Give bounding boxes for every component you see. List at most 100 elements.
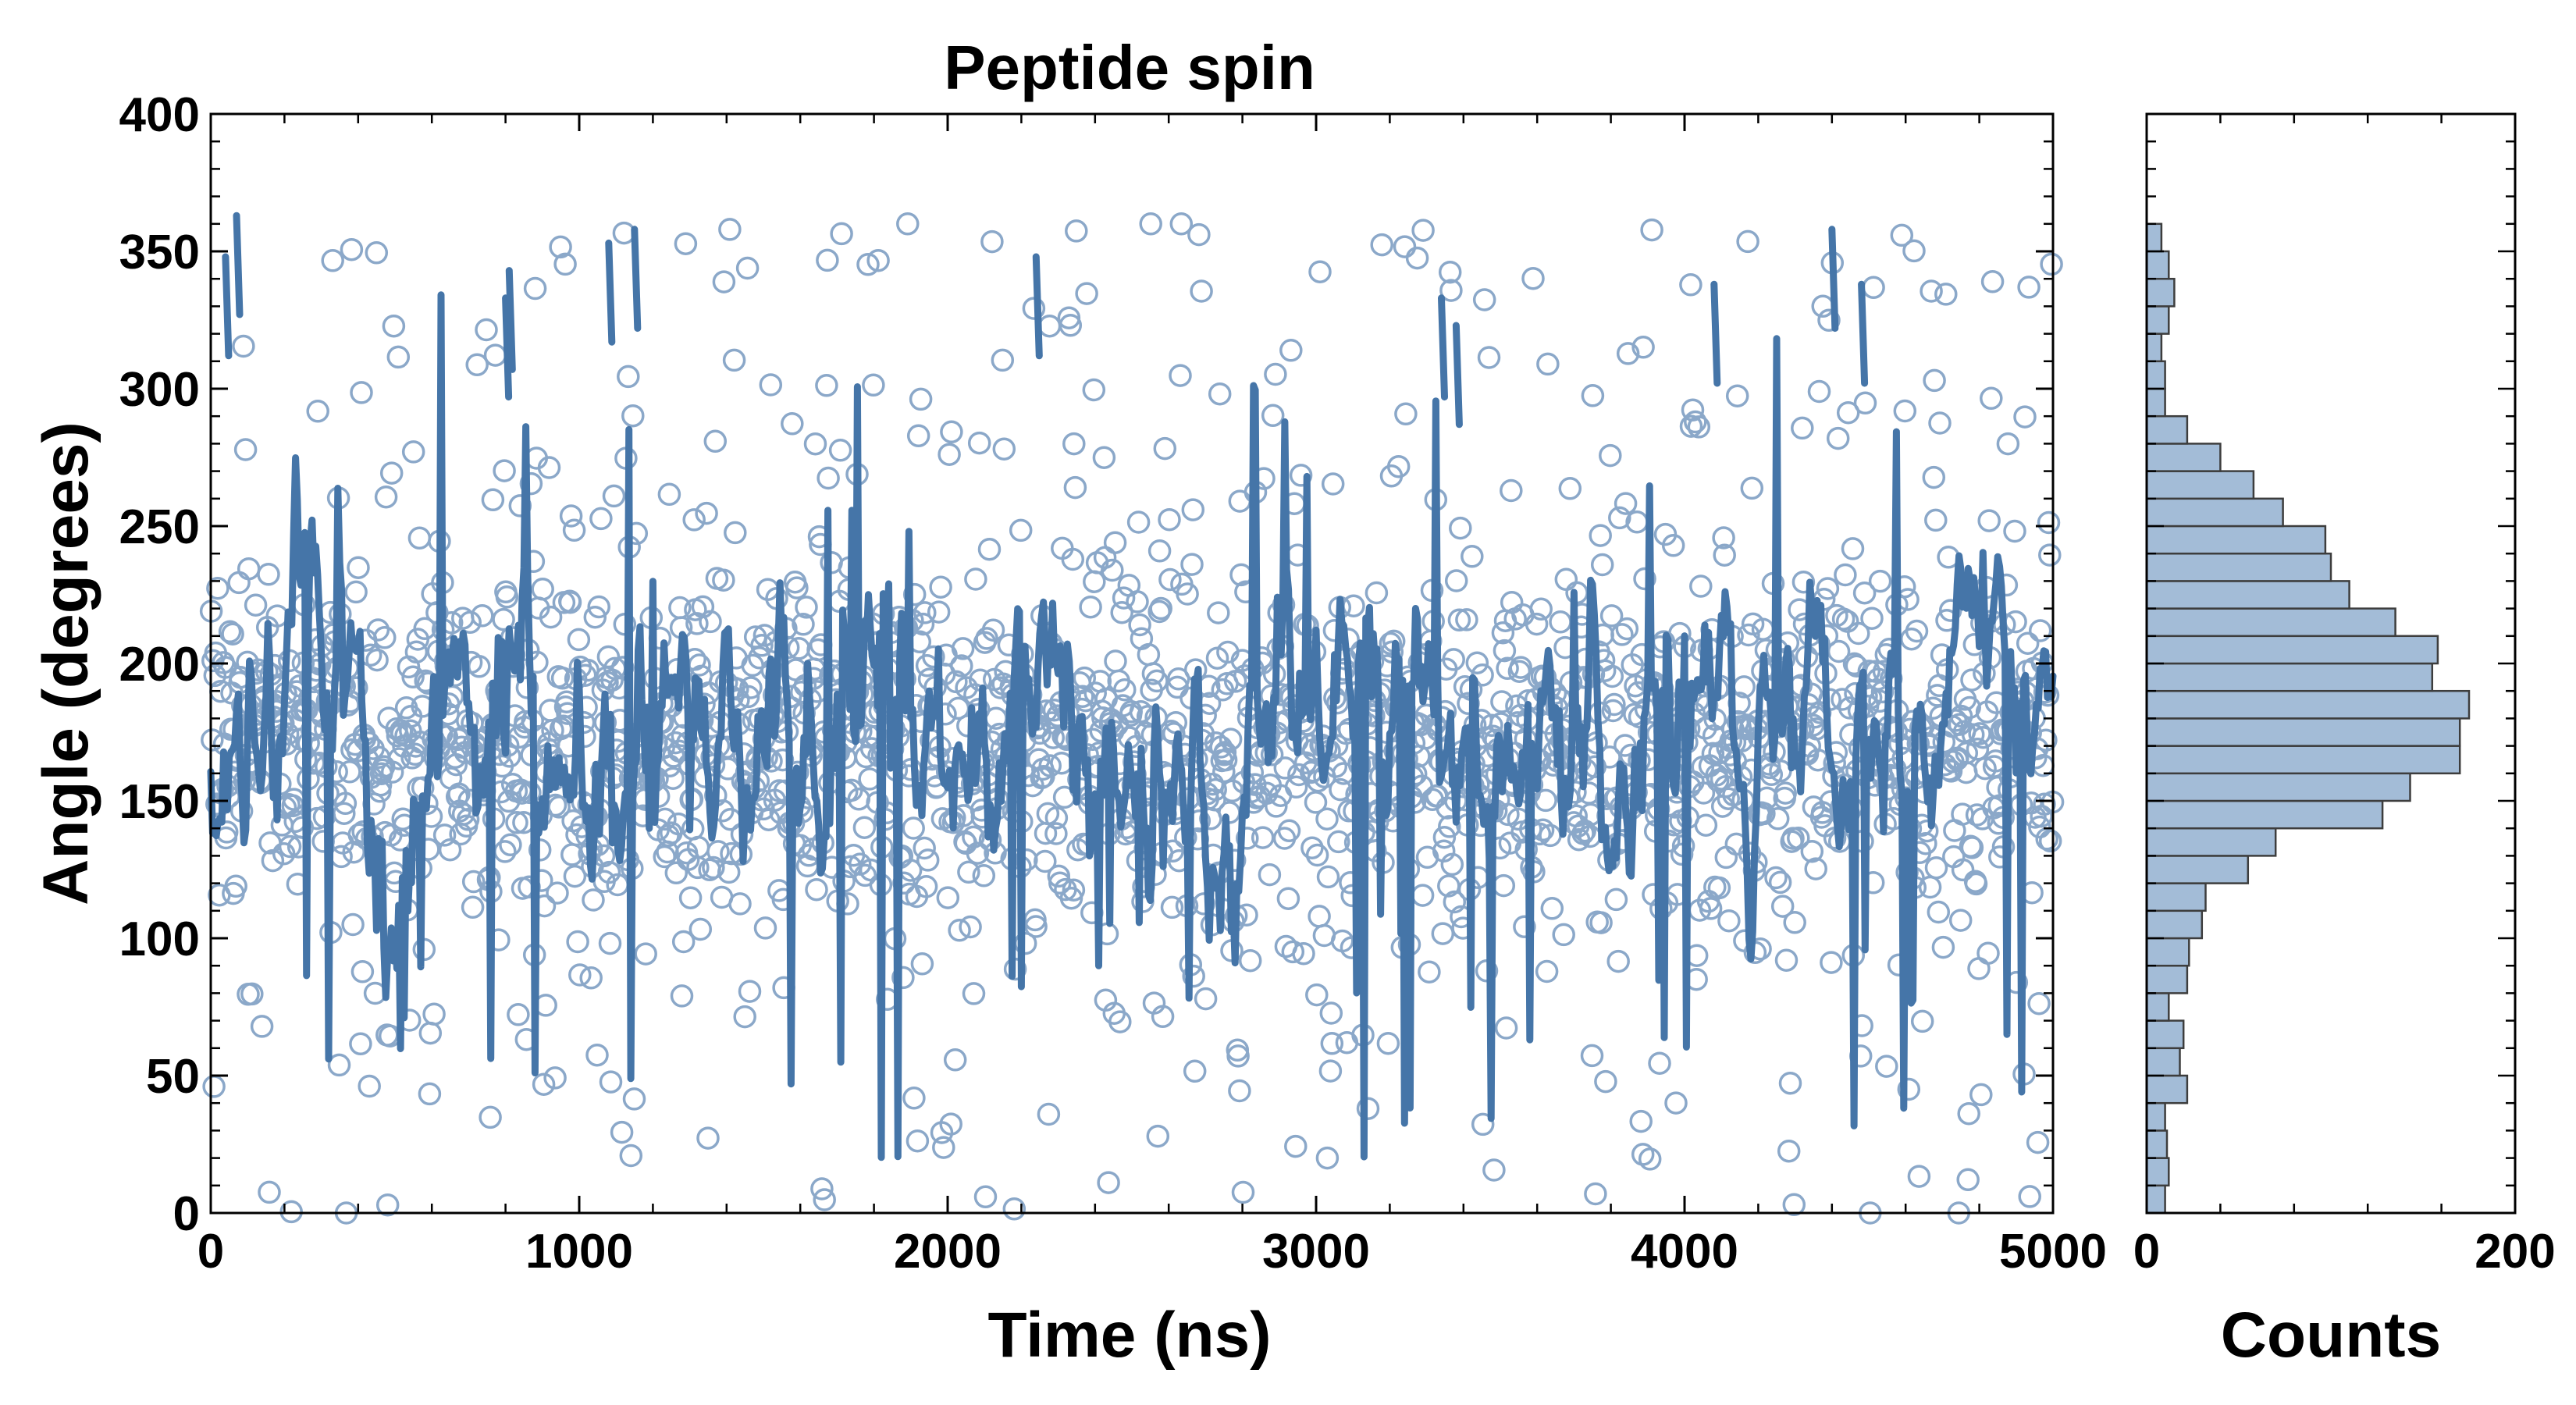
- scatter-point: [1169, 212, 1194, 236]
- scatter-point: [272, 841, 296, 866]
- scatter-point: [856, 253, 880, 276]
- main-y-tick-labels: 0 50 100 150 200 250 300 350 400: [119, 88, 200, 1241]
- scatter-point: [1778, 1071, 1802, 1095]
- scatter-point: [1477, 346, 1501, 369]
- scatter-point: [1807, 379, 1831, 404]
- scatter-point: [1552, 923, 1575, 947]
- scatter-point: [913, 601, 937, 624]
- scatter-point: [347, 556, 370, 579]
- histogram-bar: [2145, 635, 2439, 665]
- scatter-point: [695, 501, 718, 525]
- scatter-point: [815, 374, 838, 397]
- scatter-point: [1836, 400, 1860, 425]
- scatter-point: [465, 353, 489, 377]
- scatter-point: [232, 334, 255, 358]
- scatter-point: [1713, 543, 1736, 567]
- scatter-point: [1791, 570, 1816, 594]
- scatter-point: [830, 222, 853, 246]
- scatter-point: [1893, 399, 1917, 423]
- scatter-point: [1315, 807, 1339, 831]
- scatter-point: [1737, 623, 1760, 647]
- y-tick-label: 50: [146, 1050, 200, 1104]
- scatter-point: [795, 596, 818, 619]
- scatter-point: [2017, 276, 2041, 299]
- scatter-point: [1219, 727, 1243, 751]
- histogram-bar: [2145, 470, 2255, 500]
- scatter-point: [2003, 519, 2026, 543]
- histogram-bar: [2145, 772, 2411, 802]
- scatter-point: [1318, 1059, 1343, 1083]
- scatter-point: [1276, 887, 1300, 910]
- scatter-point: [1934, 283, 1958, 306]
- scatter-point: [1980, 386, 2003, 411]
- scatter-point: [1777, 1139, 1801, 1163]
- scatter-point: [543, 1066, 567, 1090]
- y-tick-label: 0: [173, 1187, 200, 1241]
- scatter-point: [1279, 339, 1303, 362]
- y-tick-label: 350: [119, 226, 200, 279]
- scatter-point: [567, 628, 591, 652]
- histogram-bar: [2145, 443, 2222, 472]
- histogram-bar: [2145, 992, 2170, 1022]
- histogram-x-tick-labels: 0 200: [2133, 1225, 2556, 1279]
- scatter-point: [688, 917, 713, 941]
- scatter-point: [1770, 895, 1795, 918]
- main-x-tick-labels: 0 1000 2000 3000 4000 5000: [197, 1225, 2107, 1279]
- scatter-point: [1890, 223, 1914, 247]
- main-x-axis-label: Time (ns): [988, 1300, 1272, 1371]
- scatter-point: [587, 595, 610, 619]
- scatter-point: [541, 718, 564, 742]
- scatter-point: [562, 518, 586, 542]
- scatter-point: [951, 637, 975, 660]
- scatter-point: [817, 466, 840, 490]
- scatter-point: [760, 749, 783, 773]
- scatter-point: [712, 568, 735, 592]
- scatter-point: [418, 1082, 442, 1106]
- trace-line: [207, 291, 2057, 1161]
- scatter-point: [1113, 678, 1137, 702]
- scatter-point: [1996, 432, 2020, 456]
- scatter-point: [2033, 792, 2056, 816]
- scatter-point: [1264, 362, 1287, 386]
- scatter-point: [1308, 260, 1332, 283]
- scatter-point: [1405, 246, 1429, 270]
- scatter-point: [1699, 897, 1723, 920]
- scatter-point: [1573, 819, 1596, 843]
- scatter-point: [1471, 1112, 1495, 1136]
- scatter-point: [2040, 252, 2063, 276]
- scatter-point: [1169, 364, 1192, 387]
- scatter-point: [1608, 506, 1631, 530]
- scatter-point: [948, 919, 971, 942]
- scatter-point: [1183, 1059, 1207, 1083]
- scatter-point: [1190, 279, 1213, 303]
- scatter-point: [1725, 384, 1749, 407]
- scatter-point: [1536, 352, 1560, 376]
- histogram-bar: [2145, 882, 2207, 912]
- scatter-point: [1481, 724, 1505, 748]
- scatter-point: [1599, 604, 1624, 628]
- scatter-point: [221, 622, 244, 646]
- scatter-point: [1827, 639, 1851, 663]
- scatter-point: [1393, 235, 1417, 258]
- scatter-point: [2038, 829, 2062, 853]
- scatter-point: [1315, 1146, 1340, 1170]
- scatter-point: [568, 963, 592, 987]
- scatter-point: [1841, 537, 1865, 560]
- scatter-point: [848, 852, 872, 876]
- scatter-point: [1831, 607, 1856, 631]
- scatter-point: [558, 590, 582, 614]
- scatter-point: [1153, 436, 1177, 461]
- scatter-point: [1024, 915, 1048, 938]
- histogram-bar: [2145, 909, 2204, 940]
- scatter-point: [909, 387, 933, 411]
- scatter-point: [736, 685, 760, 709]
- scatter-point: [1394, 402, 1418, 426]
- scatter-point: [657, 482, 681, 507]
- scatter-point: [365, 648, 389, 672]
- scatter-point: [1147, 539, 1172, 563]
- scatter-point: [1082, 378, 1106, 402]
- scatter-point: [566, 930, 589, 954]
- scatter-point: [2037, 510, 2061, 535]
- scatter-point: [327, 1053, 351, 1077]
- scatter-point: [499, 833, 522, 857]
